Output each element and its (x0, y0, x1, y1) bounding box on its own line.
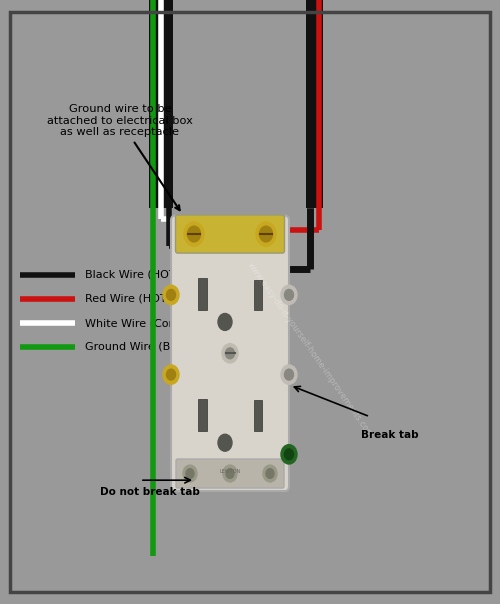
Text: Do not break tab: Do not break tab (100, 487, 200, 497)
Circle shape (163, 285, 179, 304)
Bar (254, 400, 262, 431)
Circle shape (186, 469, 194, 478)
Bar (198, 399, 206, 431)
Circle shape (263, 465, 277, 482)
Circle shape (218, 434, 232, 451)
FancyBboxPatch shape (171, 216, 289, 491)
Circle shape (188, 226, 200, 242)
Circle shape (256, 222, 276, 246)
Circle shape (266, 469, 274, 478)
Circle shape (184, 222, 204, 246)
Text: Ground Wire (Bare Copper Wire): Ground Wire (Bare Copper Wire) (85, 342, 265, 352)
Text: Break tab: Break tab (361, 430, 419, 440)
FancyBboxPatch shape (176, 215, 284, 253)
Text: LEVITON: LEVITON (220, 469, 240, 474)
Circle shape (281, 445, 297, 464)
Text: Red Wire (HOT): Red Wire (HOT) (85, 294, 171, 304)
FancyBboxPatch shape (176, 459, 284, 488)
Bar (148, 0, 173, 208)
Circle shape (163, 365, 179, 384)
Text: White Wire (Common): White Wire (Common) (85, 318, 208, 328)
Bar (254, 280, 262, 310)
Circle shape (183, 465, 197, 482)
Circle shape (284, 289, 294, 300)
Circle shape (226, 348, 234, 359)
Circle shape (281, 365, 297, 384)
Bar (306, 0, 323, 208)
Circle shape (166, 289, 175, 300)
Text: www.easy-do-it-yourself-home-improvements.com: www.easy-do-it-yourself-home-improvement… (246, 261, 374, 440)
Circle shape (260, 226, 272, 242)
Text: Black Wire (HOT): Black Wire (HOT) (85, 270, 180, 280)
Circle shape (223, 465, 237, 482)
Circle shape (222, 344, 238, 363)
Circle shape (166, 369, 175, 380)
Circle shape (284, 369, 294, 380)
Circle shape (226, 469, 234, 478)
Circle shape (284, 449, 294, 460)
Bar (198, 278, 206, 310)
Circle shape (218, 313, 232, 330)
Circle shape (281, 285, 297, 304)
Text: Ground wire to be
attached to electrical box
as well as receptacle: Ground wire to be attached to electrical… (47, 104, 193, 210)
